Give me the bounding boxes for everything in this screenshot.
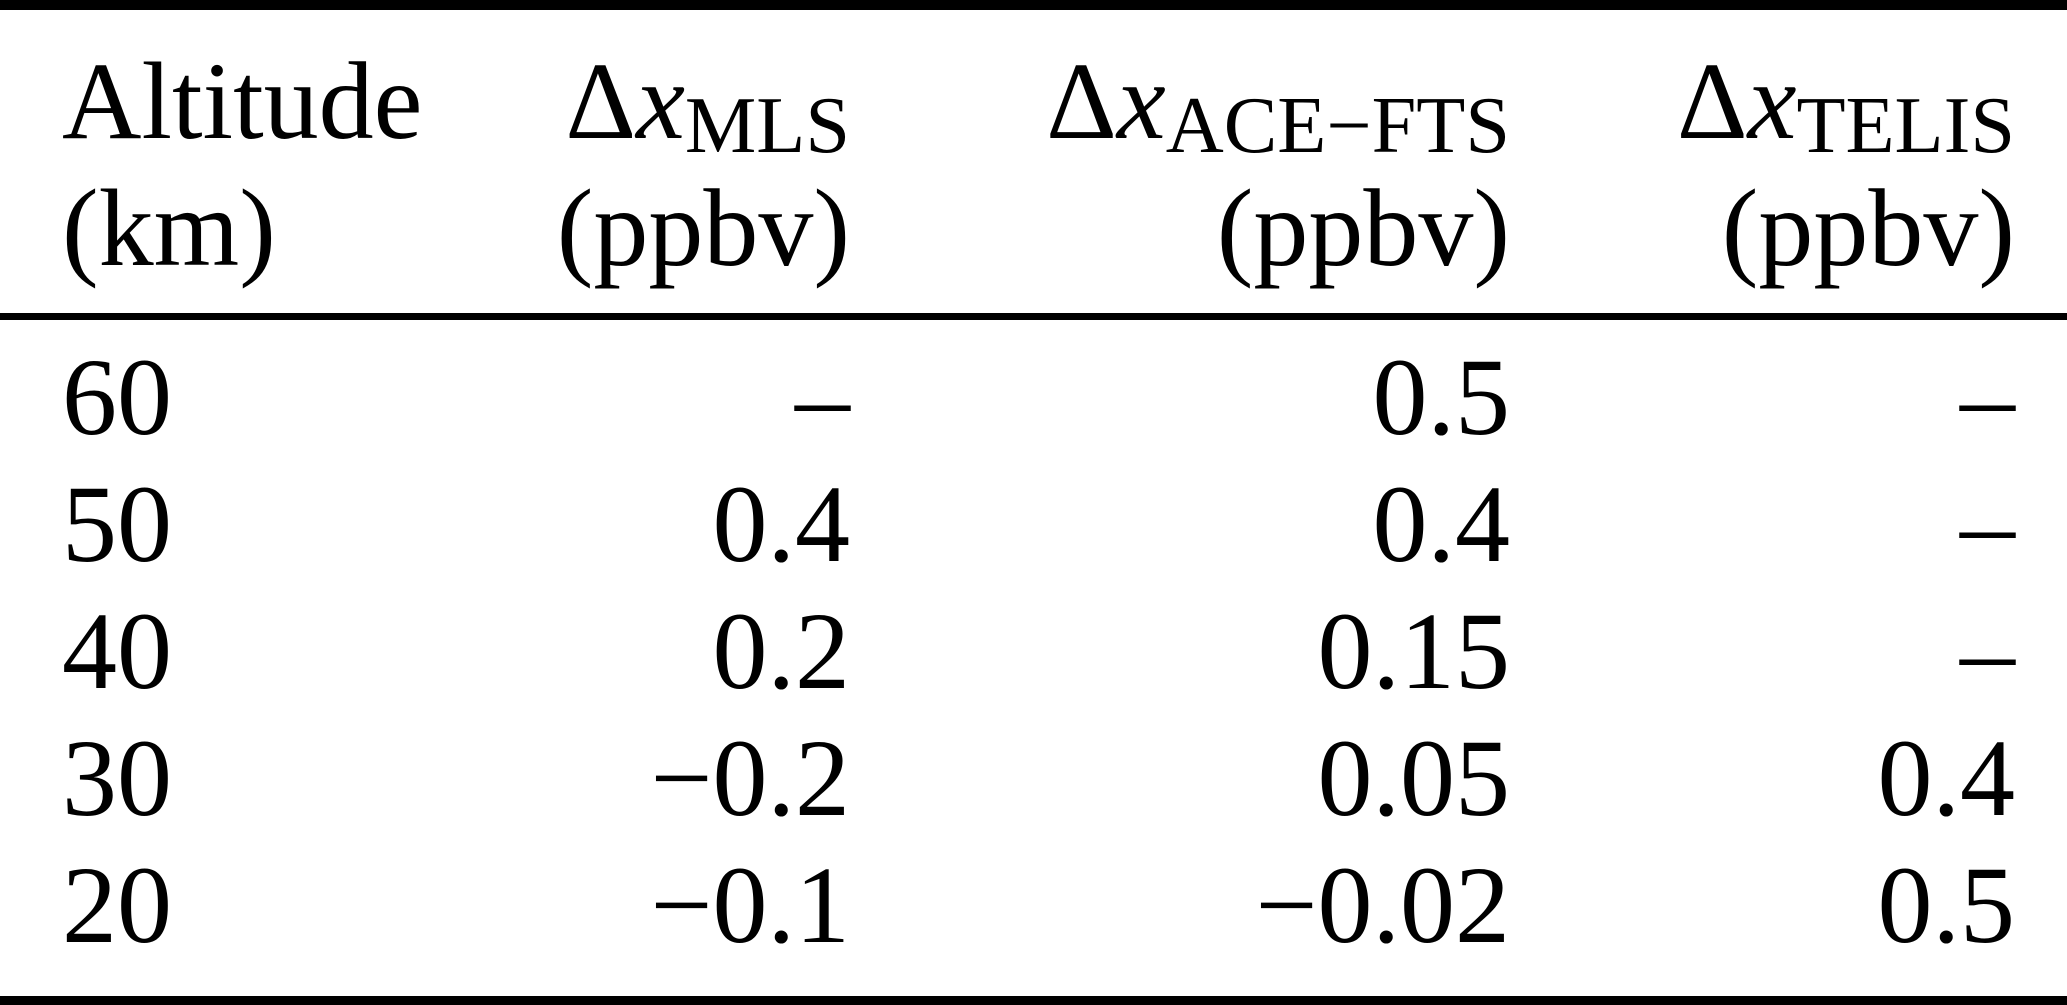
table-body: 60 – 0.5 – 50 0.4 0.4 – 40 0.2 0.15 – 30… <box>0 320 2067 969</box>
cell-ace-fts: 0.4 <box>1372 463 1511 585</box>
cell-telis: – <box>1960 590 2015 712</box>
cell-altitude: 20 <box>62 844 172 966</box>
delta-symbol: Δ <box>1046 40 1117 162</box>
delta-symbol: Δ <box>565 40 637 162</box>
table-row: 20 −0.1 −0.02 0.5 <box>62 842 2015 969</box>
header-divider-rule <box>0 313 2067 320</box>
cell-altitude: 50 <box>62 463 172 585</box>
header-row: Altitude (km) ΔxMLS (ppbv) ΔxACE−FTS (pp… <box>62 38 2015 292</box>
column-unit-mls: (ppbv) <box>556 167 850 289</box>
cell-mls: 0.2 <box>712 590 851 712</box>
column-unit-telis: (ppbv) <box>1721 167 2015 289</box>
x-variable: x <box>636 40 685 162</box>
ace-fts-subscript: ACE−FTS <box>1165 80 1510 170</box>
table-row: 30 −0.2 0.05 0.4 <box>62 715 2015 842</box>
cell-ace-fts: 0.05 <box>1317 717 1511 839</box>
x-variable: x <box>1747 40 1797 162</box>
column-header-altitude: Altitude (km) <box>62 38 460 292</box>
cell-ace-fts: 0.5 <box>1372 336 1511 458</box>
column-unit-ace-fts: (ppbv) <box>1216 167 1510 289</box>
cell-mls: 0.4 <box>712 463 851 585</box>
delta-symbol: Δ <box>1676 40 1748 162</box>
column-header-ace-fts: ΔxACE−FTS (ppbv) <box>850 38 1510 292</box>
cell-ace-fts: −0.02 <box>1255 844 1510 966</box>
table-row: 60 – 0.5 – <box>62 334 2015 461</box>
cell-telis: – <box>1960 336 2015 458</box>
table-row: 50 0.4 0.4 – <box>62 461 2015 588</box>
cell-mls: −0.1 <box>650 844 850 966</box>
telis-subscript: TELIS <box>1796 80 2015 170</box>
column-label-telis: ΔxTELIS <box>1510 38 2015 165</box>
cell-telis: – <box>1960 463 2015 585</box>
cell-telis: 0.4 <box>1877 717 2016 839</box>
cell-altitude: 30 <box>62 717 172 839</box>
cell-mls: – <box>795 336 850 458</box>
table-row: 40 0.2 0.15 – <box>62 588 2015 715</box>
altitude-label: Altitude <box>62 40 423 162</box>
column-unit-altitude: (km) <box>62 167 276 289</box>
cell-telis: 0.5 <box>1877 844 2016 966</box>
table-header: Altitude (km) ΔxMLS (ppbv) ΔxACE−FTS (pp… <box>0 10 2067 313</box>
cell-altitude: 60 <box>62 336 172 458</box>
column-header-telis: ΔxTELIS (ppbv) <box>1510 38 2015 292</box>
column-header-mls: ΔxMLS (ppbv) <box>460 38 850 292</box>
column-label-mls: ΔxMLS <box>460 38 850 165</box>
cell-mls: −0.2 <box>650 717 850 839</box>
mls-subscript: MLS <box>684 80 850 170</box>
column-label-altitude: Altitude <box>62 38 460 165</box>
x-variable: x <box>1116 40 1166 162</box>
cell-ace-fts: 0.15 <box>1317 590 1511 712</box>
cell-altitude: 40 <box>62 590 172 712</box>
column-label-ace-fts: ΔxACE−FTS <box>850 38 1510 165</box>
